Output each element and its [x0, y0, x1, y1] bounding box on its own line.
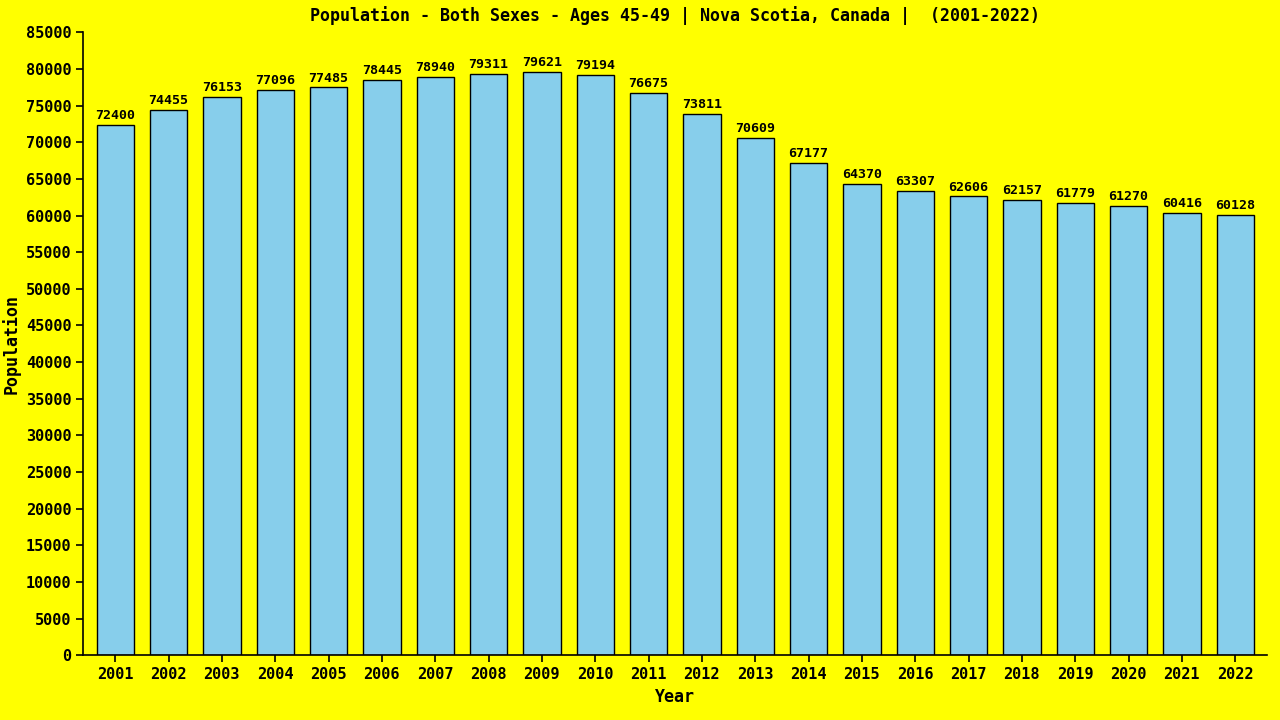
Bar — [256, 90, 294, 655]
Bar — [736, 138, 774, 655]
Y-axis label: Population: Population — [1, 294, 20, 394]
Bar — [1004, 199, 1041, 655]
Bar — [576, 75, 614, 655]
Bar — [896, 192, 934, 655]
Text: 79311: 79311 — [468, 58, 508, 71]
Bar — [364, 81, 401, 655]
Text: 67177: 67177 — [788, 147, 828, 160]
Text: 62606: 62606 — [948, 181, 988, 194]
Text: 62157: 62157 — [1002, 184, 1042, 197]
Bar — [630, 94, 667, 655]
Bar — [844, 184, 881, 655]
Bar — [310, 87, 347, 655]
Bar — [1164, 212, 1201, 655]
Text: 76675: 76675 — [628, 78, 668, 91]
Text: 78940: 78940 — [415, 61, 456, 74]
Bar — [416, 77, 454, 655]
Text: 61779: 61779 — [1055, 186, 1096, 199]
Text: 64370: 64370 — [842, 168, 882, 181]
Bar — [684, 114, 721, 655]
Bar — [790, 163, 827, 655]
Bar — [950, 197, 987, 655]
Bar — [524, 72, 561, 655]
Bar — [1216, 215, 1254, 655]
Text: 77485: 77485 — [308, 71, 348, 84]
Text: 74455: 74455 — [148, 94, 188, 107]
Text: 79621: 79621 — [522, 56, 562, 69]
Title: Population - Both Sexes - Ages 45-49 | Nova Scotia, Canada |  (2001-2022): Population - Both Sexes - Ages 45-49 | N… — [310, 6, 1041, 25]
Bar — [150, 109, 187, 655]
Text: 79194: 79194 — [575, 59, 616, 72]
Text: 76153: 76153 — [202, 81, 242, 94]
Text: 77096: 77096 — [255, 74, 296, 87]
Bar — [96, 125, 134, 655]
X-axis label: Year: Year — [655, 688, 695, 706]
Bar — [204, 97, 241, 655]
Text: 72400: 72400 — [95, 109, 136, 122]
Text: 70609: 70609 — [735, 122, 776, 135]
Text: 63307: 63307 — [895, 176, 936, 189]
Text: 60128: 60128 — [1215, 199, 1256, 212]
Bar — [1056, 202, 1094, 655]
Text: 78445: 78445 — [362, 65, 402, 78]
Bar — [1110, 206, 1147, 655]
Text: 60416: 60416 — [1162, 197, 1202, 210]
Bar — [470, 74, 507, 655]
Text: 61270: 61270 — [1108, 190, 1148, 203]
Text: 73811: 73811 — [682, 99, 722, 112]
